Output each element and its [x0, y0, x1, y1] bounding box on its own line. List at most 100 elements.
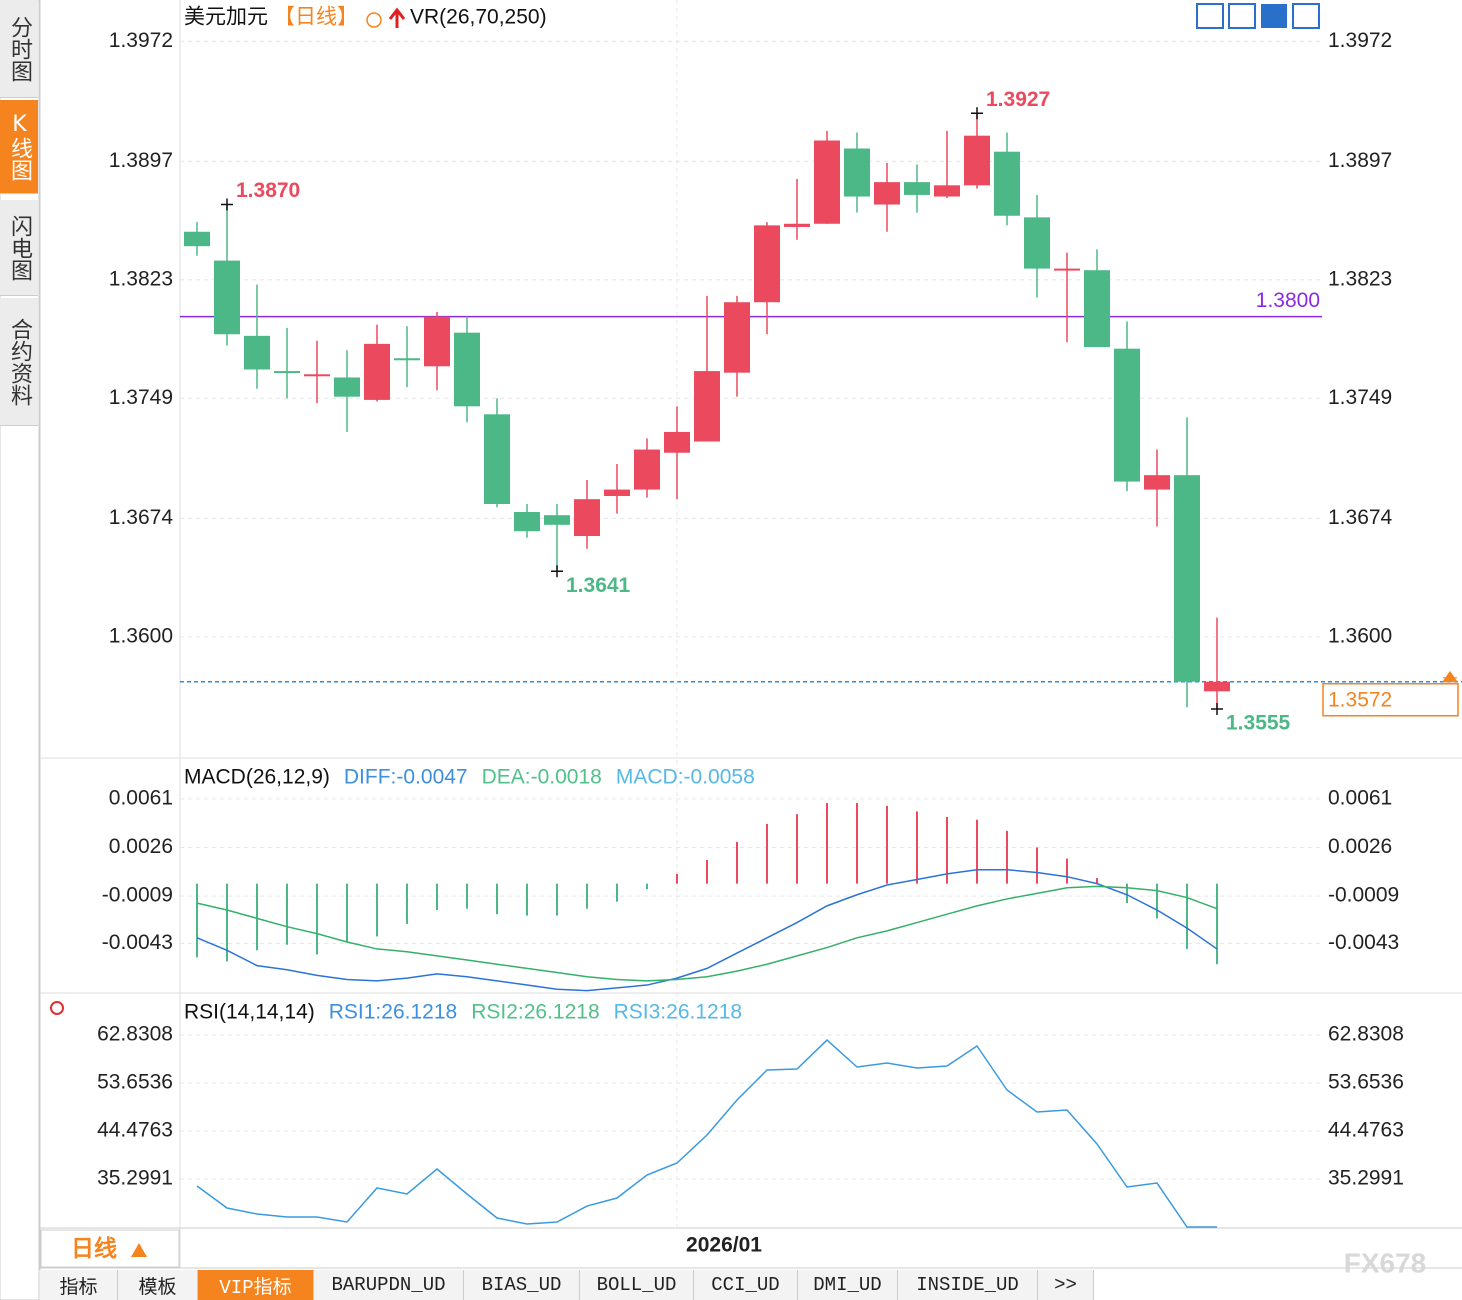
- y-tick-label: 1.3600: [109, 624, 173, 647]
- y-tick-label-right: 1.3897: [1328, 149, 1392, 172]
- icon: [388, 7, 406, 28]
- y-tick-label-right: 35.2991: [1328, 1167, 1404, 1190]
- extreme-marker: [221, 198, 233, 211]
- period-arrow[interactable]: [131, 1243, 147, 1257]
- x-tick-label: 2026/01: [686, 1234, 762, 1257]
- y-tick-label-right: 44.4763: [1328, 1119, 1404, 1142]
- line: [196, 1039, 1218, 1228]
- candle-body: [364, 343, 390, 400]
- side-tab[interactable]: 合约资料: [0, 298, 38, 426]
- extreme-label: 1.3870: [236, 179, 300, 202]
- candle-body: [184, 231, 210, 247]
- side-tab[interactable]: K线图: [0, 100, 38, 194]
- candle-body: [424, 316, 450, 367]
- bottom-tab[interactable]: BARUPDN_UD: [314, 1270, 464, 1300]
- period-button[interactable]: [40, 1229, 180, 1268]
- y-tick-label: 53.6536: [97, 1071, 173, 1094]
- candle-body: [664, 431, 690, 453]
- extreme-marker: [551, 565, 563, 578]
- chart-title: 美元加元: [184, 6, 268, 29]
- candle-body: [214, 260, 240, 335]
- bottom-tab[interactable]: BIAS_UD: [464, 1270, 580, 1300]
- bottom-tab[interactable]: DMI_UD: [798, 1270, 898, 1300]
- candle-body: [604, 489, 630, 496]
- side-tab[interactable]: 分时图: [0, 0, 38, 98]
- y-tick-label-right: 1.3823: [1328, 267, 1392, 290]
- y-tick-label: 1.3897: [109, 149, 173, 172]
- y-tick-label: 44.4763: [97, 1119, 173, 1142]
- candle-body: [1114, 348, 1140, 482]
- period-label[interactable]: 日线: [71, 1235, 117, 1261]
- bottom-tab[interactable]: INSIDE_UD: [898, 1270, 1038, 1300]
- candle-body: [634, 449, 660, 490]
- candle-body: [1084, 270, 1110, 348]
- y-tick-label: 0.0061: [109, 786, 173, 809]
- bottom-tab[interactable]: CCI_UD: [694, 1270, 798, 1300]
- icon: [1442, 670, 1458, 683]
- y-tick-label-right: -0.0009: [1328, 884, 1399, 907]
- candle-body: [994, 151, 1020, 216]
- line: [196, 868, 1218, 992]
- bottom-tab[interactable]: >>: [1038, 1270, 1094, 1300]
- candle-body: [484, 414, 510, 504]
- panel-header: MACD(26,12,9): [184, 766, 330, 789]
- extreme-marker: [1211, 702, 1223, 715]
- y-tick-label-right: 0.0061: [1328, 786, 1392, 809]
- panel-header: RSI3:26.1218: [614, 1001, 742, 1024]
- candle-body: [784, 223, 810, 227]
- candle-body: [724, 302, 750, 373]
- panel-header: RSI1:26.1218: [329, 1001, 457, 1024]
- extreme-label: 1.3927: [986, 88, 1050, 111]
- watermark: FX678: [1344, 1247, 1427, 1278]
- bottom-tab[interactable]: VIP指标: [198, 1270, 314, 1300]
- candle-body: [454, 332, 480, 407]
- line: [196, 885, 1218, 982]
- y-tick-label: -0.0043: [102, 931, 173, 954]
- icon: [366, 12, 382, 28]
- bottom-tab[interactable]: BOLL_UD: [580, 1270, 694, 1300]
- bottom-tab[interactable]: 模板: [118, 1270, 198, 1300]
- side-bar: [0, 0, 40, 1300]
- icon[interactable]: [1292, 3, 1320, 29]
- panel-header: DEA:-0.0018: [482, 766, 602, 789]
- panel-header: DIFF:-0.0047: [344, 766, 468, 789]
- candle-body: [814, 140, 840, 224]
- candle-body: [304, 374, 330, 377]
- candle-body: [754, 225, 780, 303]
- extreme-label: 1.3641: [566, 574, 631, 597]
- y-tick-label-right: 62.8308: [1328, 1023, 1404, 1046]
- candle-body: [574, 499, 600, 537]
- candle-body: [934, 185, 960, 197]
- candle-body: [1204, 681, 1230, 692]
- candle-body: [274, 371, 300, 374]
- y-tick-label: -0.0009: [102, 884, 173, 907]
- rsi-icon[interactable]: [50, 1001, 64, 1015]
- last-price-label: 1.3572: [1328, 688, 1392, 711]
- last-price-box: [1322, 682, 1459, 717]
- y-tick-label: 1.3823: [109, 267, 173, 290]
- icon[interactable]: [1196, 3, 1224, 29]
- bottom-tab[interactable]: 指标: [40, 1270, 118, 1300]
- candle-body: [1054, 268, 1080, 271]
- candle-body: [874, 182, 900, 205]
- panel-header: RSI2:26.1218: [471, 1001, 599, 1024]
- icon[interactable]: [1261, 4, 1287, 28]
- y-tick-label-right: 1.3749: [1328, 386, 1392, 409]
- y-tick-label-right: 1.3972: [1328, 29, 1392, 52]
- candle-body: [964, 135, 990, 186]
- candle-body: [514, 511, 540, 532]
- y-tick-label: 0.0026: [109, 835, 173, 858]
- candle-body: [244, 335, 270, 370]
- toolbar-icons[interactable]: [1196, 3, 1320, 29]
- y-tick-label-right: 1.3600: [1328, 624, 1392, 647]
- side-tab[interactable]: 闪电图: [0, 200, 38, 296]
- y-tick-label-right: 1.3674: [1328, 506, 1393, 529]
- y-tick-label-right: -0.0043: [1328, 931, 1399, 954]
- candle-body: [1174, 475, 1200, 682]
- candle-body: [904, 182, 930, 195]
- y-tick-label-right: 53.6536: [1328, 1071, 1404, 1094]
- y-tick-label: 1.3972: [109, 29, 173, 52]
- icon[interactable]: [1228, 3, 1256, 29]
- extreme-label: 1.3555: [1226, 712, 1291, 735]
